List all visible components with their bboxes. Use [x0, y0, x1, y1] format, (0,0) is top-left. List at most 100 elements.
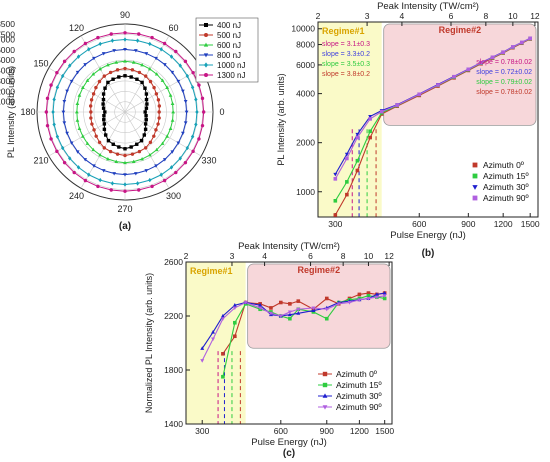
- x-tick-label: 1500: [521, 219, 540, 229]
- polar-spoke: [48, 111, 126, 157]
- polar-spoke: [124, 67, 202, 113]
- radial-tick-label: 5000: [0, 55, 15, 65]
- data-point: [144, 97, 149, 102]
- legend-marker: [204, 62, 208, 68]
- slope-label-regime2: slope = 0.78±0.02: [476, 59, 532, 66]
- data-point: [144, 169, 149, 173]
- data-point: [154, 128, 158, 132]
- data-point: [52, 122, 56, 127]
- data-point: [162, 63, 167, 67]
- data-point: [479, 61, 483, 65]
- data-point: [344, 152, 349, 157]
- angle-label: 150: [33, 59, 48, 69]
- data-point: [165, 85, 170, 90]
- data-point: [174, 49, 178, 54]
- data-point: [269, 306, 273, 310]
- radial-tick-label: 1000: [0, 97, 15, 107]
- data-point: [106, 80, 110, 85]
- data-point: [181, 131, 185, 136]
- data-point: [45, 123, 50, 128]
- data-point: [191, 149, 195, 154]
- top-tick-label: 2: [184, 251, 189, 261]
- data-point: [83, 63, 88, 67]
- data-point: [77, 126, 82, 130]
- data-point: [345, 156, 349, 161]
- top-tick-label: 8: [483, 11, 488, 21]
- data-point: [490, 55, 495, 60]
- data-point: [91, 147, 96, 152]
- y-axis-label: PL Intensity (arb. units): [6, 66, 16, 158]
- data-point: [181, 89, 185, 93]
- data-point: [160, 141, 165, 145]
- legend-marker: [322, 393, 328, 398]
- angle-label: 210: [33, 156, 48, 166]
- data-point: [221, 374, 225, 379]
- data-point: [156, 98, 161, 102]
- data-point: [355, 158, 360, 163]
- panel-caption: (c): [283, 448, 295, 459]
- data-point: [157, 116, 161, 120]
- data-point: [135, 142, 139, 146]
- data-point: [243, 301, 248, 305]
- data-point: [140, 62, 144, 67]
- data-point: [355, 132, 360, 137]
- angle-label: 60: [168, 23, 178, 33]
- data-point: [287, 312, 292, 317]
- legend-label: 400 nJ: [217, 21, 241, 30]
- data-point: [130, 68, 135, 72]
- data-point: [333, 177, 338, 181]
- data-point: [55, 134, 60, 139]
- data-point: [97, 140, 102, 144]
- data-point: [137, 32, 141, 36]
- data-point: [220, 313, 225, 318]
- data-point: [144, 74, 148, 78]
- panel-a: 9060300330300270240210180150120100020003…: [0, 10, 259, 232]
- data-point: [111, 142, 115, 146]
- data-point: [92, 128, 96, 132]
- data-point: [147, 152, 152, 157]
- series-Azimuth-90º: [200, 294, 387, 363]
- data-point: [170, 118, 175, 122]
- data-point: [55, 70, 59, 75]
- data-point: [336, 302, 341, 307]
- polar-spoke: [48, 67, 126, 113]
- data-point: [87, 47, 91, 52]
- data-point: [156, 122, 160, 126]
- data-point: [211, 330, 216, 334]
- data-point: [201, 110, 206, 114]
- y-tick-label: 8000: [296, 40, 315, 50]
- data-point: [296, 311, 301, 315]
- legend-marker: [472, 185, 478, 190]
- data-point: [144, 106, 149, 110]
- data-point: [355, 135, 360, 140]
- data-point: [324, 316, 329, 321]
- data-point: [98, 66, 103, 71]
- data-point: [143, 86, 147, 90]
- slope-label-regime2: slope = 0.72±0.02: [476, 69, 532, 76]
- panel-caption: (a): [119, 221, 131, 232]
- top-tick-label: 6: [308, 251, 313, 261]
- x-tick-label: 1200: [350, 426, 369, 436]
- data-point: [98, 152, 103, 157]
- data-point: [62, 99, 67, 104]
- data-point: [160, 78, 165, 82]
- data-point: [101, 97, 106, 102]
- data-point: [147, 66, 152, 71]
- angle-label: 270: [117, 204, 132, 214]
- data-point: [62, 59, 67, 64]
- data-point: [101, 92, 106, 96]
- data-point: [379, 109, 384, 114]
- data-point: [268, 311, 273, 316]
- legend-label: 500 nJ: [217, 31, 241, 40]
- top-tick-label: 3: [230, 251, 235, 261]
- data-point: [123, 59, 127, 63]
- series-800-nJ: [61, 48, 189, 177]
- legend-marker: [204, 73, 208, 77]
- top-tick-label: 2: [316, 11, 321, 21]
- plot-frame: [185, 261, 393, 425]
- data-point: [135, 181, 140, 186]
- legend-marker: [203, 53, 209, 58]
- legend-marker: [203, 42, 209, 47]
- data-point: [345, 180, 349, 184]
- angle-label: 90: [120, 10, 130, 20]
